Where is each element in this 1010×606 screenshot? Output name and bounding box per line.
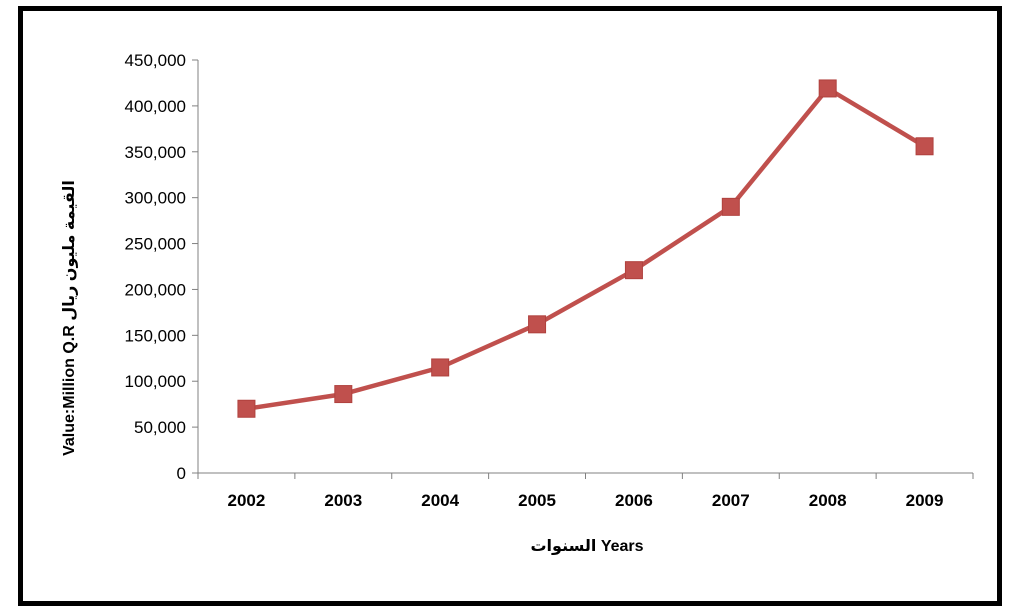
y-axis-title: Value:Million Q.R القيمة مليون ريال [61, 180, 78, 456]
x-tick-label: 2003 [324, 491, 362, 510]
data-point-marker [818, 79, 837, 98]
x-axis-title: السنوات Years [530, 538, 643, 555]
data-point-marker [334, 385, 353, 404]
data-point-marker [528, 315, 547, 334]
data-point-marker [237, 399, 256, 418]
y-tick-label: 350,000 [125, 143, 186, 162]
y-tick-label: 50,000 [134, 418, 186, 437]
series-markers [237, 79, 934, 418]
data-point-marker [721, 197, 740, 216]
series-line-group [244, 86, 927, 412]
y-tick-label: 200,000 [125, 280, 186, 299]
x-axis-ticks: 2002 2003 2004 2005 2006 2007 2008 2009 [197, 473, 974, 510]
y-tick-label: 100,000 [125, 372, 186, 391]
x-tick-label: 2002 [228, 491, 266, 510]
axes [197, 60, 973, 474]
y-tick-label: 300,000 [125, 189, 186, 208]
data-point-marker [431, 358, 450, 377]
y-tick-label: 400,000 [125, 97, 186, 116]
data-point-marker [624, 261, 643, 280]
y-tick-label: 0 [177, 464, 186, 483]
y-tick-label: 450,000 [125, 51, 186, 70]
series-line [244, 86, 927, 412]
x-tick-label: 2005 [518, 491, 556, 510]
y-axis-ticks: 0 50,000 100,000 150,000 200,000 250,000 300,0… [125, 51, 198, 483]
x-tick-label: 2007 [712, 491, 750, 510]
y-tick-label: 150,000 [125, 326, 186, 345]
chart-frame [18, 6, 1002, 606]
x-tick-label: 2009 [906, 491, 944, 510]
x-tick-label: 2008 [809, 491, 847, 510]
data-point-marker [915, 137, 934, 156]
x-tick-label: 2004 [421, 491, 459, 510]
y-tick-label: 250,000 [125, 235, 186, 254]
x-tick-label: 2006 [615, 491, 653, 510]
